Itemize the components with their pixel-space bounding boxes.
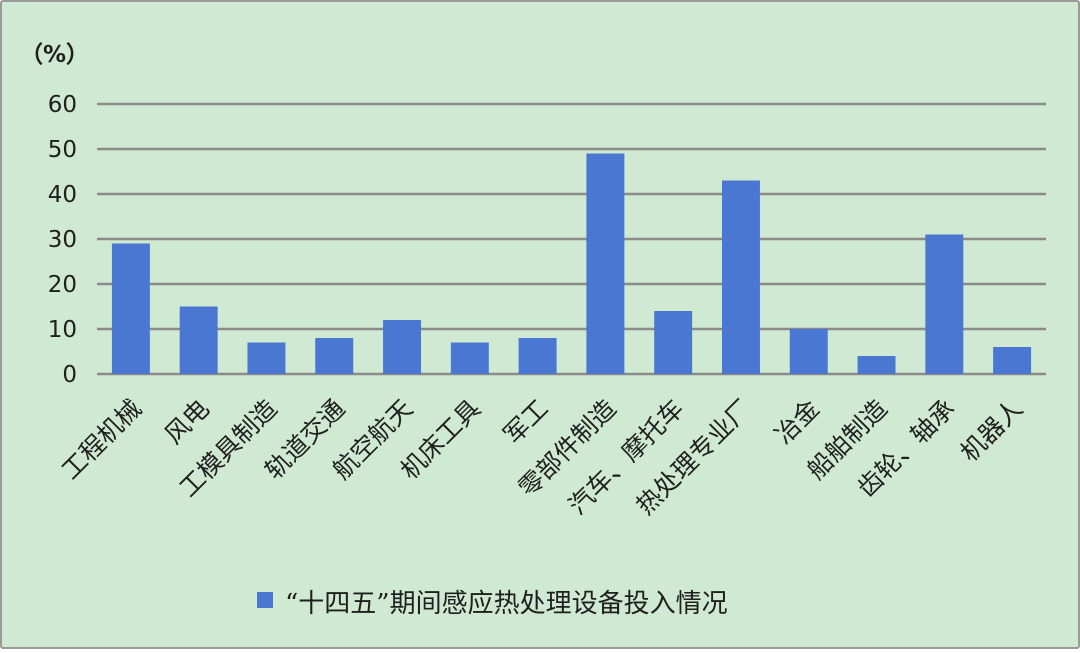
bar [179,306,218,374]
y-tick-label: 30 [48,227,77,253]
bar [857,356,896,374]
legend-label: “十四五”期间感应热处理设备投入情况 [285,589,728,619]
bar [721,180,760,374]
bar [993,347,1032,374]
bar [586,153,625,374]
y-tick-label: 50 [48,137,77,163]
bar [315,338,354,374]
bars [111,153,1032,374]
gridlines [97,102,1046,376]
bar [654,311,693,374]
y-tick-label: 10 [48,317,77,343]
bar [383,320,422,374]
y-tick-label: 20 [48,272,77,298]
y-axis-ticks: 0 10 20 30 40 50 60 [48,92,77,388]
y-tick-label: 0 [62,362,77,388]
bar [450,342,489,374]
y-axis-unit-label: （%） [20,41,89,68]
bar [789,329,828,374]
bar [111,243,150,374]
y-tick-label: 60 [48,92,77,118]
legend: “十四五”期间感应热处理设备投入情况 [257,589,728,619]
bar [247,342,286,374]
y-tick-label: 40 [48,182,77,208]
bar [518,338,557,374]
bar [925,234,964,374]
legend-swatch [257,592,273,608]
